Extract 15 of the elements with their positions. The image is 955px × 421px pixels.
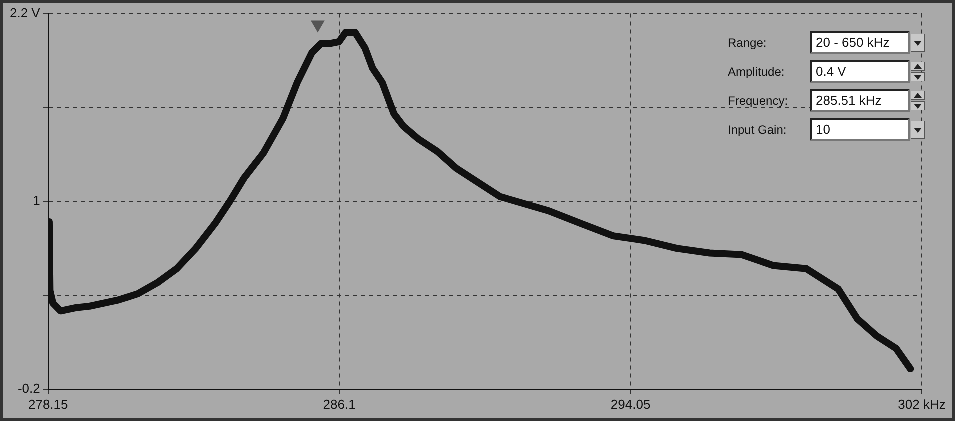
y-tick-label: 1	[33, 193, 40, 208]
x-tick-label: 302 kHz	[898, 396, 946, 412]
x-tick-label: 286.1	[323, 396, 356, 412]
y-tick-label: 2.2 V	[10, 5, 41, 20]
x-tick-label: 278.15	[28, 396, 68, 412]
annotation: Amplitude:	[728, 64, 786, 78]
annotation: Range:	[728, 36, 768, 50]
annotation: Frequency:	[728, 94, 790, 108]
annotation: Input Gain:	[728, 122, 788, 136]
x-tick-label: 294.05	[610, 396, 651, 412]
input-field: 0.4 V	[810, 60, 910, 83]
input-field: 285.51 kHz	[810, 89, 910, 112]
y-tick-label: -0.2	[18, 380, 40, 396]
input-field: 20 - 650 kHz	[810, 31, 910, 54]
input-field: 10	[810, 118, 910, 141]
